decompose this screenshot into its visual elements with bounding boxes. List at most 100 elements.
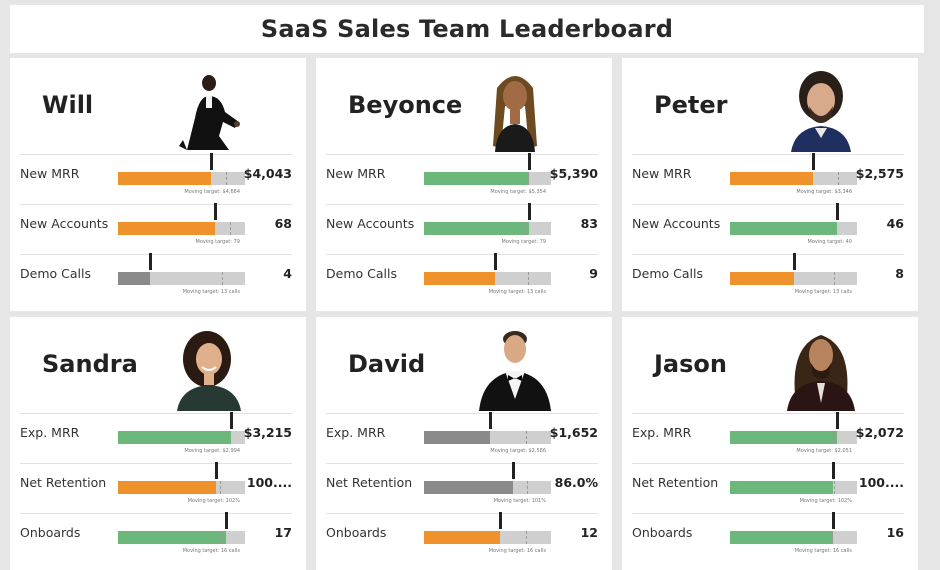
progress-track <box>424 431 551 444</box>
moving-target-label: Moving target: 102% <box>799 498 852 504</box>
progress-marker <box>213 203 217 220</box>
metric-value: 17 <box>274 525 292 540</box>
metric-label: Exp. MRR <box>632 425 692 440</box>
progress-track <box>730 531 857 544</box>
progress-fill <box>730 222 837 235</box>
card-header: Peter <box>622 58 918 154</box>
metric-label: New Accounts <box>632 216 721 231</box>
metric-list: Exp. MRR $2,072 Moving target: $2,051 Ne… <box>622 412 918 563</box>
metric-label: Net Retention <box>20 475 107 490</box>
person-tuxedo-bowtie-icon <box>479 331 551 411</box>
target-line <box>229 222 231 235</box>
progress-marker <box>214 462 218 479</box>
progress-marker <box>835 412 839 429</box>
metric-label: Exp. MRR <box>20 425 80 440</box>
metric-value: 68 <box>274 216 292 231</box>
metric-row: New Accounts 68 Moving target: 79 <box>20 203 292 254</box>
person-card-sandra: Sandra Exp. MRR $3,215 Moving target: $2… <box>10 317 306 570</box>
target-line <box>834 431 836 444</box>
metric-row: Onboards 16 Moving target: 16 calls <box>632 512 904 563</box>
progress-fill <box>118 222 215 235</box>
moving-target-label: Moving target: $2,051 <box>796 448 852 454</box>
metric-row: New Accounts 83 Moving target: 79 <box>326 203 598 254</box>
progress-fill <box>118 272 150 285</box>
progress-marker <box>209 153 213 170</box>
moving-target-label: Moving target: $5,354 <box>490 189 546 195</box>
card-header: Beyonce <box>316 58 612 154</box>
moving-target-label: Moving target: 16 calls <box>794 548 852 554</box>
person-tuxedo-dancing-icon <box>179 75 240 150</box>
person-card-peter: Peter New MRR $2,575 Moving target: $3,3… <box>622 58 918 311</box>
target-line <box>525 531 527 544</box>
metric-label: Demo Calls <box>632 266 703 281</box>
metric-label: Net Retention <box>632 475 719 490</box>
progress-marker <box>224 512 228 529</box>
metric-row: New MRR $2,575 Moving target: $3,346 <box>632 153 904 204</box>
target-line <box>223 431 225 444</box>
target-line <box>525 431 527 444</box>
metric-row: New Accounts 46 Moving target: 40 <box>632 203 904 254</box>
metric-value: $2,072 <box>855 425 904 440</box>
progress-fill <box>730 481 833 494</box>
progress-track <box>118 222 245 235</box>
moving-target-label: Moving target: $2,994 <box>184 448 240 454</box>
progress-marker <box>528 153 532 170</box>
metric-value: 46 <box>886 216 904 231</box>
progress-marker <box>230 412 234 429</box>
metric-row: Demo Calls 4 Moving target: 13 calls <box>20 253 292 304</box>
person-long-braids-icon <box>493 76 537 152</box>
person-name: Beyonce <box>348 91 463 119</box>
progress-track <box>730 222 857 235</box>
person-name: Sandra <box>42 350 138 378</box>
metric-label: Demo Calls <box>326 266 397 281</box>
progress-marker <box>831 462 835 479</box>
card-header: Will <box>10 58 306 154</box>
target-line <box>526 481 528 494</box>
metric-value: 12 <box>580 525 598 540</box>
person-name: Jason <box>654 350 727 378</box>
metric-value: 100.... <box>858 475 904 490</box>
metric-value: 16 <box>886 525 904 540</box>
progress-track <box>118 272 245 285</box>
metric-label: New Accounts <box>20 216 109 231</box>
moving-target-label: Moving target: 79 <box>501 239 547 245</box>
metric-row: Onboards 17 Moving target: 16 calls <box>20 512 292 563</box>
moving-target-label: Moving target: 102% <box>187 498 240 504</box>
target-line <box>831 531 833 544</box>
person-name: Peter <box>654 91 728 119</box>
progress-track <box>118 481 245 494</box>
metric-value: $5,390 <box>549 166 598 181</box>
person-name: Will <box>42 91 94 119</box>
target-line <box>524 222 526 235</box>
moving-target-label: Moving target: 16 calls <box>182 548 240 554</box>
progress-track <box>118 431 245 444</box>
progress-fill <box>118 431 232 444</box>
progress-marker <box>835 203 839 220</box>
progress-track <box>424 481 551 494</box>
metric-value: 9 <box>589 266 598 281</box>
progress-track <box>118 531 245 544</box>
progress-track <box>730 481 857 494</box>
metric-row: Exp. MRR $3,215 Moving target: $2,994 <box>20 412 292 463</box>
metric-value: 4 <box>283 266 292 281</box>
target-line <box>837 172 839 185</box>
person-name: David <box>348 350 426 378</box>
moving-target-label: Moving target: 13 calls <box>182 289 240 295</box>
moving-target-label: Moving target: 79 <box>195 239 241 245</box>
progress-fill <box>730 172 813 185</box>
metric-row: Exp. MRR $2,072 Moving target: $2,051 <box>632 412 904 463</box>
metric-row: Demo Calls 8 Moving target: 13 calls <box>632 253 904 304</box>
moving-target-label: Moving target: $4,684 <box>184 189 240 195</box>
target-line <box>219 481 221 494</box>
metric-value: 100.... <box>246 475 292 490</box>
target-line <box>834 272 836 285</box>
metric-label: Exp. MRR <box>326 425 386 440</box>
metric-label: Demo Calls <box>20 266 91 281</box>
progress-fill <box>424 272 496 285</box>
metric-value: 86.0% <box>554 475 598 490</box>
target-line <box>822 222 824 235</box>
metric-label: Net Retention <box>326 475 413 490</box>
metric-label: New MRR <box>20 166 80 181</box>
target-line <box>528 272 530 285</box>
metric-list: New MRR $5,390 Moving target: $5,354 New… <box>316 153 612 304</box>
